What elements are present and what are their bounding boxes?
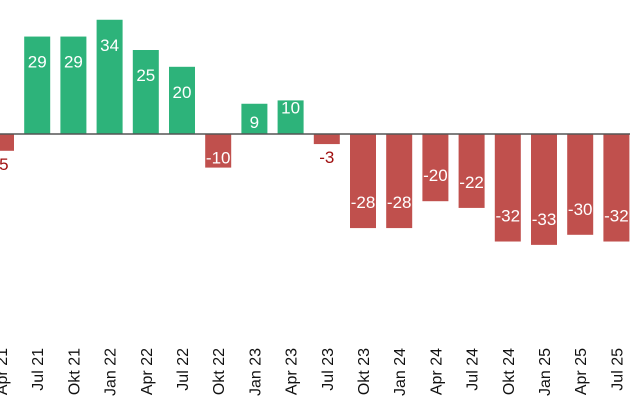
x-tick-label: Okt 22 [211, 348, 228, 395]
bar-apr-23 [277, 100, 304, 134]
bar-jul-21 [24, 36, 51, 135]
bar-jan-22 [96, 19, 123, 134]
bar-okt-21 [60, 36, 87, 135]
x-tick-label: Jul 25 [609, 348, 626, 391]
x-tick-label: Jul 21 [30, 348, 47, 391]
x-tick-label: Jan 23 [247, 348, 264, 396]
bar-jan-24 [386, 134, 413, 229]
data-label: -28 [351, 193, 376, 212]
bar-jul-25 [603, 134, 630, 242]
data-label: 25 [136, 66, 155, 85]
bar-jul-23 [313, 134, 340, 145]
data-label: 9 [250, 113, 259, 132]
data-label: 29 [28, 53, 47, 72]
data-label: -30 [568, 200, 593, 219]
data-label: 20 [173, 83, 192, 102]
data-label: -32 [496, 207, 521, 226]
data-label: -32 [604, 207, 629, 226]
x-tick-label: Okt 21 [66, 348, 83, 395]
x-tick-label: Jul 23 [320, 348, 337, 391]
bar-okt-23 [350, 134, 376, 229]
x-tick-label: Jan 22 [103, 348, 120, 396]
bar-jan-25 [531, 134, 557, 245]
x-tick-label: Jul 22 [175, 348, 192, 391]
x-tick-label: Apr 21 [0, 348, 11, 395]
bar-apr-25 [567, 134, 594, 235]
bar-jul-24 [458, 134, 485, 208]
x-tick-label: Jan 25 [537, 348, 554, 396]
data-label: -5 [0, 155, 9, 174]
x-tick-label: Jul 24 [465, 348, 482, 391]
data-label: -33 [532, 210, 557, 229]
data-label: -3 [319, 148, 334, 167]
x-tick-label: Okt 24 [501, 348, 518, 395]
data-label: 34 [100, 36, 119, 55]
data-label: -20 [423, 166, 448, 185]
bar-jan-23 [241, 103, 268, 134]
data-label: -22 [459, 173, 484, 192]
bars-group [0, 19, 630, 245]
x-tick-label: Jan 24 [392, 348, 409, 396]
bar-apr-21 [0, 134, 14, 151]
data-label: 10 [281, 98, 300, 117]
bar-apr-22 [132, 50, 159, 134]
x-tick-label: Apr 23 [284, 348, 301, 395]
x-tick-label: Apr 24 [428, 348, 445, 395]
x-tick-label: Okt 23 [356, 348, 373, 395]
bar-okt-22 [205, 134, 232, 168]
data-labels-group: -5 29 29 34 25 20 -10 9 10 -3 -28 -28 -20 -22 -32 -33 -3… [0, 36, 629, 229]
data-label: -28 [387, 193, 412, 212]
bar-apr-24 [422, 134, 449, 202]
bar-okt-24 [494, 134, 521, 242]
bar-jul-22 [169, 66, 195, 134]
x-tick-labels-group: Apr 21 Jul 21 Okt 21 Jan 22 Apr 22 Jul 22 Okt … [0, 348, 626, 396]
data-label: 29 [64, 53, 83, 72]
data-label: -10 [206, 149, 231, 168]
x-tick-label: Apr 22 [139, 348, 156, 395]
x-tick-label: Apr 25 [573, 348, 590, 395]
